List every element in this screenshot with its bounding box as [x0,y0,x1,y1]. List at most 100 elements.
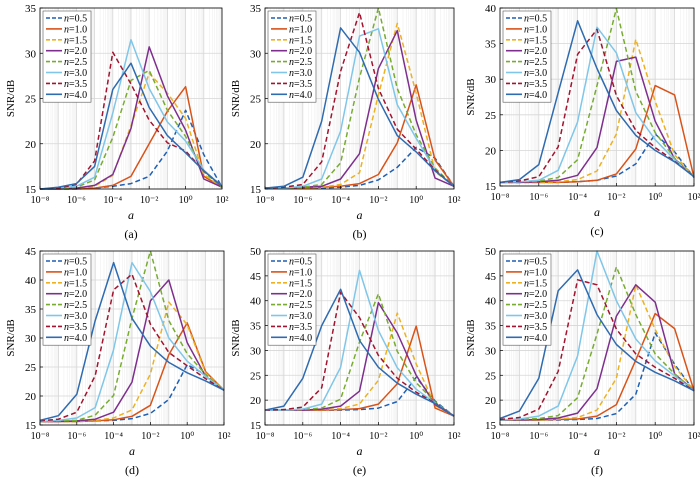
series-line-n-4.0 [39,261,225,422]
x-tick-label: 10⁻⁶ [529,431,548,442]
y-tick-label: 20 [25,139,37,151]
legend-label: n=2.5 [289,300,312,311]
y-axis-label: SNR/dB [5,80,17,117]
y-tick-label: 50 [485,246,497,258]
x-tick-label: 10⁻⁶ [293,431,312,442]
legend: n=0.5n=1.0n=1.5n=2.0n=2.5n=3.0n=3.5n=4.0 [502,253,552,346]
y-tick-label: 20 [485,145,497,157]
legend-label: n=2.0 [64,46,87,57]
x-axis-label: a [594,444,600,458]
y-tick-label: 20 [250,395,262,407]
legend-label: n=3.0 [289,68,312,79]
x-tick-label: 10⁻² [607,192,625,203]
legend-box [267,10,317,103]
x-axis-label: a [594,205,600,219]
legend-label: n=3.5 [64,79,87,90]
x-tick-label: 10⁻⁸ [31,195,50,206]
legend-box [502,253,552,346]
legend-label: n=3.0 [64,68,87,79]
legend-label: n=3.5 [524,79,547,90]
y-tick-label: 35 [25,3,37,15]
y-tick-label: 25 [485,370,497,382]
legend-label: n=0.5 [289,14,312,25]
legend-label: n=2.5 [524,57,547,68]
legend-label: n=2.5 [524,300,547,311]
series-group [264,269,455,417]
series-line-n-3.0 [265,269,455,417]
x-tick-label: 10⁻⁴ [568,431,587,442]
panel-caption: (c) [590,224,603,238]
x-tick-label: 10⁻⁶ [293,195,312,206]
chart-panel-6: 10⁻⁸ 10⁻⁶ 10⁻⁴ 10⁻² 10⁰ 10² 15 20 25 30 35 40 45 50 a S… [465,246,700,477]
legend-label: n=4.0 [524,333,547,344]
y-tick-label: 20 [250,139,262,151]
y-tick-label: 15 [25,420,37,432]
legend-label: n=4.0 [64,333,87,344]
chart-panel-2: 10⁻⁸ 10⁻⁶ 10⁻⁴ 10⁻² 10⁰ 10² 15 20 25 30 35 a SNR/dB (… [230,3,461,241]
x-axis-label: a [357,444,363,458]
y-tick-label: 35 [250,3,262,15]
chart-panel-1: 10⁻⁸ 10⁻⁶ 10⁻⁴ 10⁻² 10⁰ 10² 15 20 25 30 35 a SNR/dB (… [5,3,229,241]
legend-label: n=2.0 [289,46,312,57]
legend-box [267,253,317,346]
series-line-n-4.0 [499,20,695,184]
legend-label: n=1.0 [289,267,312,278]
x-tick-label: 10² [448,431,461,442]
x-tick-label: 10⁻⁴ [104,431,123,442]
y-tick-label: 40 [25,275,37,287]
series-line-n-1.5 [265,22,455,189]
x-tick-label: 10² [688,192,700,203]
y-tick-label: 15 [485,420,497,432]
x-tick-label: 10⁻⁶ [67,195,86,206]
y-tick-label: 25 [250,370,262,382]
series-line-n-1.5 [265,312,455,417]
x-tick-label: 10² [688,431,700,442]
y-tick-label: 25 [250,94,262,106]
legend-label: n=2.5 [289,57,312,68]
legend: n=0.5n=1.0n=1.5n=2.0n=2.5n=3.0n=3.5n=4.0 [267,10,317,103]
legend-label: n=1.0 [64,24,87,35]
y-tick-label: 40 [485,296,497,308]
legend: n=0.5n=1.0n=1.5n=2.0n=2.5n=3.0n=3.5n=4.0 [42,253,92,346]
y-axis-label: SNR/dB [230,319,242,356]
legend-label: n=0.5 [524,257,547,268]
legend-label: n=2.0 [64,289,87,300]
y-tick-label: 50 [250,246,262,258]
legend-label: n=0.5 [64,14,87,25]
x-tick-label: 10⁻⁸ [31,431,50,442]
x-tick-label: 10² [448,195,461,206]
y-tick-label: 45 [25,246,37,258]
series-line-n-4.0 [499,269,695,420]
legend-label: n=2.0 [524,46,547,57]
y-tick-label: 30 [485,74,497,86]
y-axis-label: SNR/dB [5,319,17,356]
legend: n=0.5n=1.0n=1.5n=2.0n=2.5n=3.0n=3.5n=4.0 [267,253,317,346]
series-line-n-3.5 [39,273,225,422]
y-axis-label: SNR/dB [465,319,477,356]
legend-label: n=1.0 [64,267,87,278]
x-tick-label: 10⁰ [648,192,662,203]
series-line-n-4.0 [264,288,455,417]
x-tick-label: 10⁻⁸ [256,195,275,206]
legend-label: n=1.5 [289,278,312,289]
x-tick-label: 10⁻⁴ [103,195,122,206]
x-axis-label: a [129,444,135,458]
y-tick-label: 15 [250,184,262,196]
x-tick-label: 10⁻⁸ [491,431,510,442]
x-tick-label: 10² [216,195,229,206]
y-tick-label: 20 [485,395,497,407]
axes-box [499,7,695,187]
series-line-n-3.0 [39,261,225,423]
x-axis-label: a [357,208,363,222]
axes-box [499,250,695,426]
legend-label: n=2.5 [64,300,87,311]
x-tick-label: 10⁻² [607,431,625,442]
panel-caption: (b) [353,227,367,241]
legend-label: n=1.5 [524,278,547,289]
legend-label: n=0.5 [64,257,87,268]
legend-label: n=1.5 [64,35,87,46]
legend-label: n=3.5 [64,322,87,333]
legend-label: n=4.0 [64,90,87,101]
y-tick-label: 15 [250,420,262,432]
